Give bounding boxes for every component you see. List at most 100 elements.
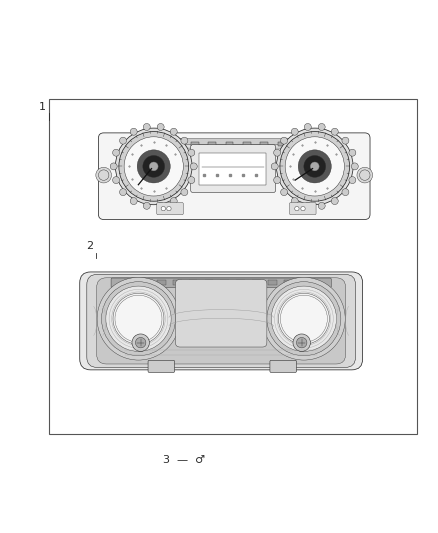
FancyBboxPatch shape [97, 278, 346, 364]
Circle shape [331, 198, 338, 205]
Text: 1: 1 [39, 102, 46, 112]
Circle shape [351, 163, 358, 170]
Circle shape [137, 150, 170, 183]
Circle shape [293, 334, 311, 351]
Circle shape [97, 277, 180, 360]
Text: 3  —  ♂: 3 — ♂ [163, 455, 205, 465]
Circle shape [167, 206, 171, 211]
Bar [49, 99, 417, 434]
Bar [173, 142, 181, 146]
Circle shape [281, 137, 288, 144]
FancyBboxPatch shape [290, 203, 316, 215]
Circle shape [115, 295, 162, 342]
Bar [208, 142, 216, 146]
Circle shape [262, 277, 345, 360]
Circle shape [274, 176, 281, 183]
FancyBboxPatch shape [128, 140, 340, 148]
Circle shape [295, 206, 299, 211]
Circle shape [170, 128, 177, 135]
FancyBboxPatch shape [87, 274, 356, 367]
Bar [236, 280, 245, 285]
Circle shape [190, 163, 197, 170]
Circle shape [135, 337, 146, 348]
Circle shape [331, 128, 338, 135]
Circle shape [311, 162, 319, 171]
Bar [198, 154, 266, 184]
Circle shape [143, 156, 165, 177]
Circle shape [157, 124, 164, 131]
Circle shape [96, 167, 112, 183]
Circle shape [161, 206, 166, 211]
Circle shape [304, 203, 311, 209]
Bar [284, 280, 293, 285]
Circle shape [304, 156, 325, 177]
Circle shape [149, 162, 158, 171]
Circle shape [110, 163, 117, 170]
Circle shape [267, 282, 341, 356]
Circle shape [120, 189, 127, 196]
Circle shape [271, 286, 336, 351]
Bar [156, 142, 164, 146]
Circle shape [102, 282, 176, 356]
Circle shape [360, 170, 370, 180]
Circle shape [143, 124, 150, 131]
Circle shape [143, 203, 150, 209]
Circle shape [170, 198, 177, 205]
Circle shape [188, 176, 195, 183]
Bar [226, 142, 233, 146]
Text: 2: 2 [86, 241, 93, 251]
Circle shape [124, 137, 184, 196]
FancyBboxPatch shape [137, 139, 331, 144]
Circle shape [116, 128, 192, 205]
Bar [252, 280, 261, 285]
Circle shape [297, 337, 307, 348]
Circle shape [113, 176, 120, 183]
Circle shape [349, 176, 356, 183]
Bar [278, 142, 286, 146]
Circle shape [280, 132, 350, 201]
Circle shape [181, 137, 188, 144]
Circle shape [342, 137, 349, 144]
Circle shape [280, 295, 327, 342]
Circle shape [301, 206, 305, 211]
Circle shape [157, 203, 164, 209]
Circle shape [120, 137, 127, 144]
Circle shape [318, 203, 325, 209]
Circle shape [357, 167, 373, 183]
Circle shape [119, 132, 188, 201]
Circle shape [276, 128, 353, 205]
Circle shape [130, 198, 137, 205]
FancyBboxPatch shape [176, 279, 267, 347]
Circle shape [271, 163, 278, 170]
FancyBboxPatch shape [191, 144, 276, 192]
Circle shape [291, 128, 298, 135]
Circle shape [349, 149, 356, 156]
Circle shape [113, 293, 164, 344]
Circle shape [274, 149, 281, 156]
Bar [300, 280, 308, 285]
Bar [268, 280, 276, 285]
Circle shape [281, 189, 288, 196]
Circle shape [318, 124, 325, 131]
Bar [191, 142, 198, 146]
Circle shape [130, 128, 137, 135]
Bar [125, 280, 134, 285]
FancyBboxPatch shape [99, 133, 370, 220]
Bar [260, 142, 268, 146]
FancyBboxPatch shape [157, 203, 184, 215]
Bar [157, 280, 166, 285]
Circle shape [132, 334, 149, 351]
Bar [141, 280, 150, 285]
FancyBboxPatch shape [148, 360, 175, 373]
Circle shape [188, 149, 195, 156]
Circle shape [106, 286, 171, 351]
Bar [243, 142, 251, 146]
FancyBboxPatch shape [111, 278, 331, 288]
Bar [189, 280, 198, 285]
Circle shape [291, 198, 298, 205]
Circle shape [285, 137, 344, 196]
Circle shape [279, 293, 329, 344]
FancyBboxPatch shape [80, 272, 363, 370]
Circle shape [298, 150, 331, 183]
Circle shape [99, 170, 109, 180]
